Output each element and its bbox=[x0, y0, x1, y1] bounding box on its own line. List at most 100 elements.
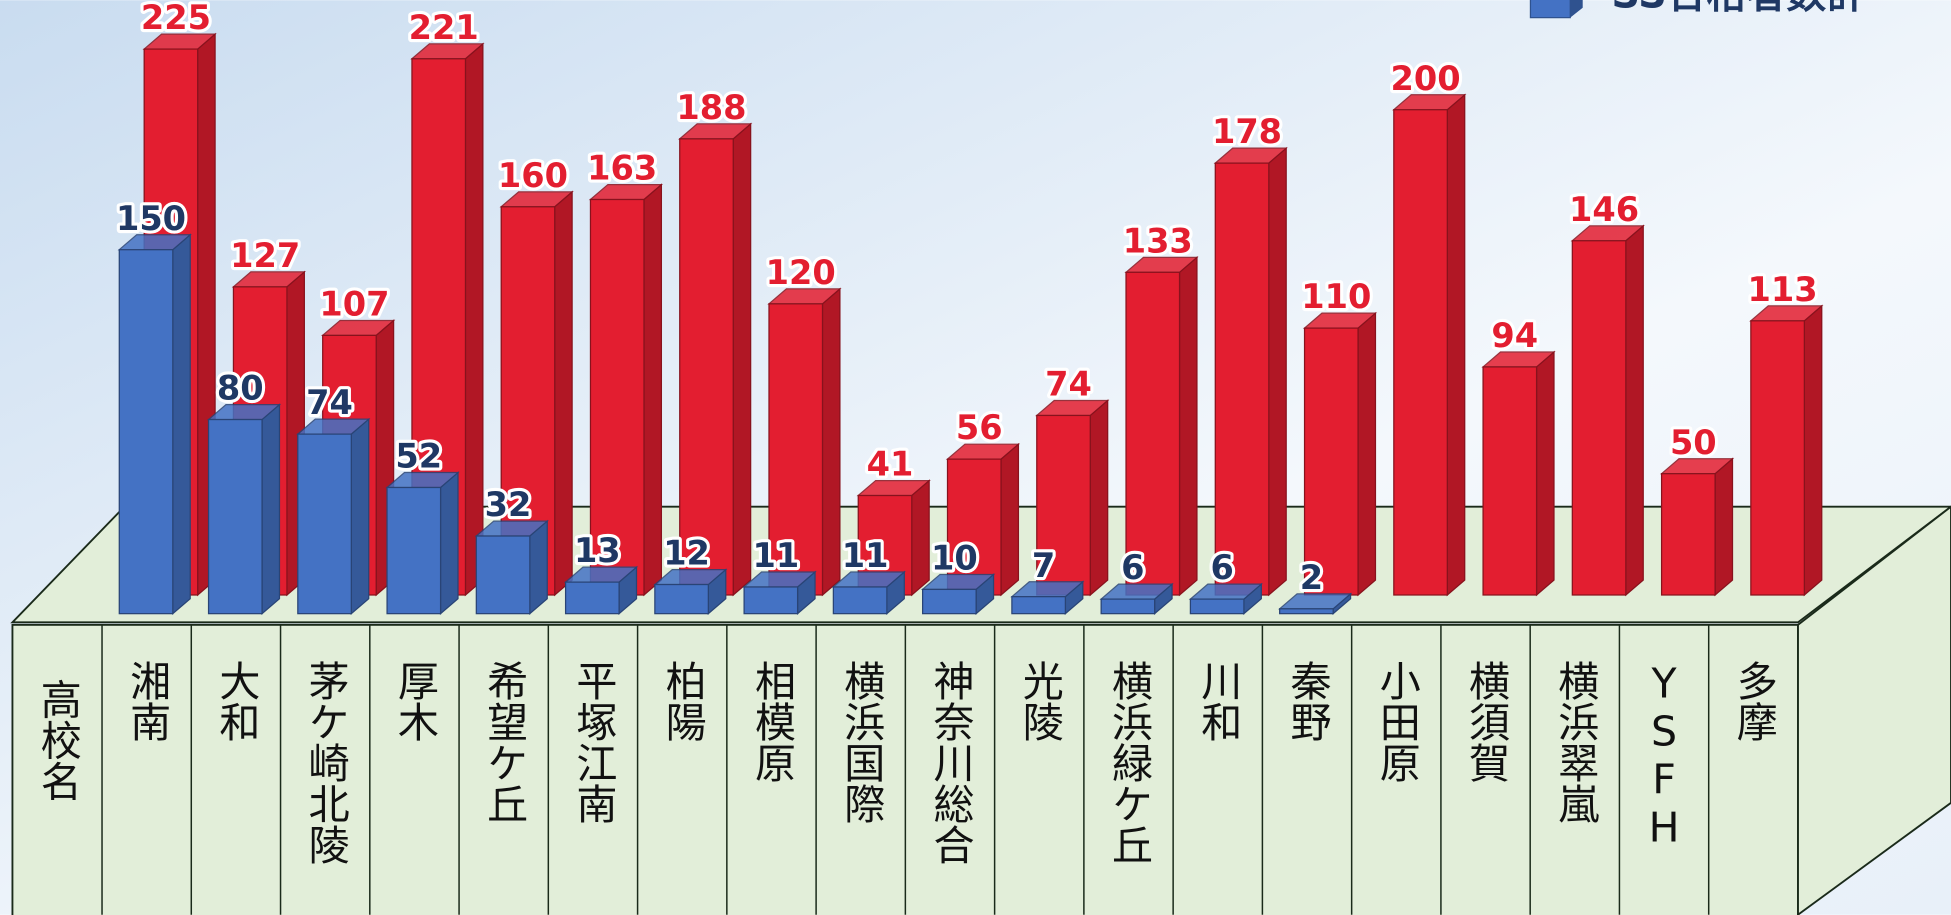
legend-swatch bbox=[1529, 0, 1571, 19]
bar-side bbox=[1803, 304, 1823, 597]
bar bbox=[1189, 598, 1245, 615]
value-label: 146 bbox=[1569, 190, 1639, 229]
value-label: 13 bbox=[574, 531, 621, 570]
value-label: 50 bbox=[1670, 423, 1717, 462]
bar-side bbox=[350, 417, 370, 616]
x-tick-label: 小田原 bbox=[1372, 660, 1420, 783]
table-header: 高校名 bbox=[33, 678, 81, 801]
x-tick-label: 横浜国際 bbox=[837, 660, 885, 824]
bar bbox=[768, 303, 824, 596]
value-label: 113 bbox=[1748, 270, 1818, 309]
value-label: 94 bbox=[1491, 316, 1538, 355]
legend: SS合格者数計 bbox=[1529, 0, 1866, 19]
bar bbox=[386, 486, 442, 615]
value-label: 6 bbox=[1210, 548, 1233, 587]
bar-side bbox=[261, 403, 281, 616]
value-label: 188 bbox=[676, 88, 746, 127]
bar bbox=[1011, 596, 1067, 615]
value-label: 12 bbox=[663, 534, 710, 573]
bar bbox=[743, 586, 799, 615]
bar bbox=[118, 249, 174, 615]
value-label: 11 bbox=[842, 536, 889, 575]
bar-side bbox=[911, 479, 930, 597]
value-label: 110 bbox=[1301, 277, 1371, 316]
bar-side bbox=[464, 42, 484, 597]
x-tick-label: 光陵 bbox=[1015, 660, 1063, 742]
bar-side bbox=[1446, 93, 1466, 597]
value-label: 74 bbox=[1045, 365, 1092, 404]
value-label: 150 bbox=[116, 199, 186, 238]
bar-side bbox=[554, 190, 573, 597]
value-label: 120 bbox=[766, 253, 836, 292]
bar-side bbox=[1268, 146, 1287, 597]
x-tick-label: 柏陽 bbox=[658, 660, 706, 742]
x-tick-label: 厚木 bbox=[390, 660, 438, 742]
bar bbox=[1279, 608, 1334, 615]
value-label: 56 bbox=[956, 408, 1003, 447]
x-tick-label: 横須賀 bbox=[1462, 660, 1510, 783]
bar-side bbox=[529, 519, 548, 616]
bar-side bbox=[1625, 224, 1644, 597]
value-label: 41 bbox=[867, 445, 914, 484]
value-label: 2 bbox=[1300, 558, 1323, 597]
bar-side bbox=[1089, 399, 1109, 597]
bar-side bbox=[1357, 311, 1377, 597]
bar bbox=[946, 458, 1002, 596]
bar bbox=[1660, 473, 1716, 596]
x-tick-label: 秦野 bbox=[1283, 660, 1331, 742]
bar bbox=[1482, 366, 1538, 596]
bar-side bbox=[821, 287, 841, 597]
bar-side bbox=[1714, 457, 1734, 597]
bar bbox=[1571, 240, 1627, 596]
value-label: 6 bbox=[1121, 548, 1144, 587]
bar bbox=[589, 198, 645, 596]
value-label: 200 bbox=[1390, 59, 1460, 98]
value-label: 127 bbox=[230, 236, 300, 275]
value-label: 221 bbox=[409, 8, 479, 47]
value-label: 225 bbox=[141, 0, 211, 37]
bar bbox=[1214, 162, 1270, 596]
bar bbox=[1100, 598, 1156, 615]
bar-side bbox=[1000, 442, 1020, 597]
value-label: 11 bbox=[752, 536, 799, 575]
value-label: 7 bbox=[1032, 546, 1055, 585]
x-tick-label: 横浜緑ケ丘 bbox=[1105, 660, 1153, 865]
x-tick-label: 相模原 bbox=[747, 660, 795, 783]
bar bbox=[654, 583, 709, 615]
bar bbox=[564, 581, 620, 615]
value-label: 74 bbox=[306, 383, 353, 422]
bar-side bbox=[439, 471, 459, 616]
x-tick-label: YSFH bbox=[1640, 660, 1688, 852]
bar bbox=[1393, 109, 1448, 596]
x-tick-label: 平塚江南 bbox=[569, 660, 617, 824]
value-label: 160 bbox=[498, 156, 568, 195]
bar-side bbox=[643, 183, 663, 597]
bar bbox=[1036, 414, 1091, 596]
value-label: 52 bbox=[395, 437, 442, 476]
x-tick-label: 湘南 bbox=[123, 660, 171, 742]
x-tick-label: 多摩 bbox=[1729, 660, 1777, 742]
value-label: 107 bbox=[319, 284, 389, 323]
x-tick-label: 川和 bbox=[1194, 660, 1242, 742]
bar-side bbox=[732, 122, 752, 597]
x-tick-label: 茅ケ崎北陵 bbox=[301, 660, 349, 865]
bar bbox=[1125, 271, 1181, 596]
bar-side bbox=[1535, 350, 1555, 597]
x-tick-label: 横浜翠嵐 bbox=[1551, 660, 1599, 824]
x-tick-label: 希望ケ丘 bbox=[480, 660, 528, 824]
bar bbox=[1750, 320, 1805, 596]
bar bbox=[1303, 327, 1359, 596]
value-label: 80 bbox=[217, 369, 264, 408]
bar bbox=[921, 588, 977, 615]
legend-swatch-side bbox=[1570, 0, 1583, 18]
value-label: 133 bbox=[1123, 221, 1193, 260]
bar bbox=[297, 433, 352, 615]
x-tick-label: 神奈川総合 bbox=[926, 660, 974, 865]
value-label: 10 bbox=[931, 538, 978, 577]
bar bbox=[832, 586, 888, 615]
bar bbox=[207, 418, 263, 615]
value-label: 32 bbox=[485, 485, 532, 524]
bar-side bbox=[172, 233, 191, 616]
x-tick-label: 大和 bbox=[212, 660, 260, 742]
